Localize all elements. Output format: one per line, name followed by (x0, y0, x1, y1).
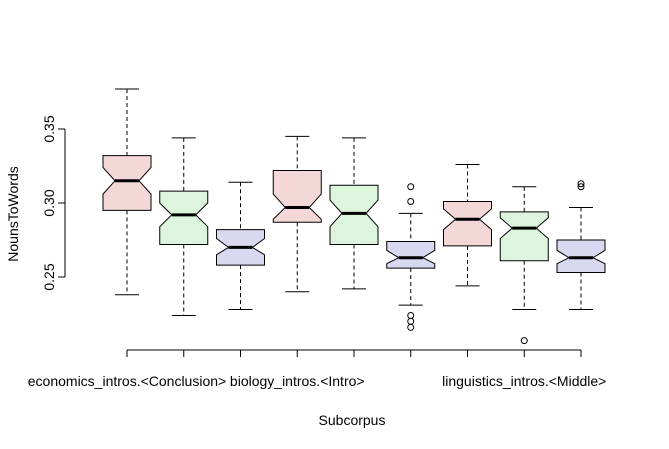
boxes-layer (102, 88, 606, 345)
outlier-point (577, 180, 585, 188)
x-tick-label: biology_intros.<Intro> (230, 373, 365, 389)
x-tick-label: economics_intros.<Conclusion> (28, 373, 226, 389)
y-tick-label: 0.25 (41, 263, 57, 290)
x-axis: economics_intros.<Conclusion> biology_int… (28, 349, 606, 389)
outlier-point (520, 337, 528, 345)
outlier-point (577, 183, 585, 191)
box-body (159, 190, 209, 245)
box-body (443, 201, 492, 247)
box-body (102, 155, 152, 211)
y-tick-label: 0.30 (41, 189, 57, 216)
box-1 (102, 88, 152, 296)
box-7 (443, 164, 492, 287)
outlier-point (407, 311, 415, 319)
box-body (386, 240, 436, 269)
box-body (272, 169, 322, 223)
box-2 (159, 137, 209, 316)
box-4 (272, 135, 322, 293)
box-9 (556, 180, 606, 311)
outlier-point (407, 323, 415, 331)
box-6 (386, 183, 436, 331)
box-5 (329, 137, 379, 290)
x-tick-label: linguistics_intros.<Middle> (442, 373, 606, 389)
box-body (499, 211, 549, 262)
box-3 (216, 181, 265, 311)
outlier-point (407, 317, 415, 325)
y-axis-title: NounsToWords (5, 166, 21, 261)
x-axis-title: Subcorpus (319, 412, 386, 428)
y-axis: 0.25 0.30 0.35 (41, 115, 66, 291)
outlier-point (407, 183, 415, 191)
outlier-point (407, 198, 415, 206)
box-8 (499, 186, 549, 345)
y-tick-label: 0.35 (41, 115, 57, 142)
